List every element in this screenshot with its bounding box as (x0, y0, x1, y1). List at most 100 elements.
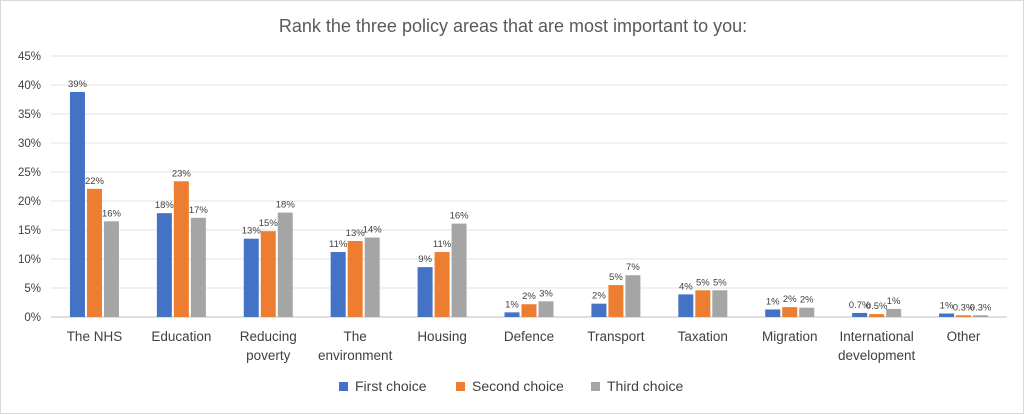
data-label: 2% (592, 291, 606, 302)
bar (347, 241, 363, 317)
y-tick-label: 10% (18, 254, 41, 266)
data-label: 7% (626, 262, 640, 273)
data-label: 5% (696, 277, 710, 288)
data-label: 2% (783, 294, 797, 305)
bar (86, 188, 102, 317)
bar (852, 312, 868, 317)
category-label: development (838, 348, 916, 363)
bar (939, 313, 955, 317)
bars (69, 91, 989, 318)
category-label: Reducing (240, 329, 297, 344)
bar (538, 301, 554, 317)
bar (956, 315, 972, 317)
data-label: 2% (800, 295, 814, 306)
gridlines (51, 55, 1007, 318)
bar (330, 252, 346, 317)
y-axis-ticks: 0% 5% 10% 15% 20% 25% 30% 35% 40% 45% (18, 51, 41, 324)
category-label: International (839, 329, 913, 344)
data-label: 18% (276, 200, 296, 211)
data-label: 0.3% (970, 302, 992, 313)
bar (260, 231, 276, 317)
bar (695, 290, 711, 317)
bar (782, 307, 798, 317)
data-label: 13% (346, 228, 366, 239)
data-label: 15% (259, 218, 279, 229)
legend-label: Third choice (607, 378, 683, 394)
bar (625, 275, 641, 317)
category-label: poverty (246, 348, 291, 363)
legend-label: First choice (355, 378, 427, 394)
bar (869, 314, 885, 317)
bar (608, 285, 624, 317)
bar (765, 309, 781, 317)
data-label: 17% (189, 205, 209, 216)
bar (103, 221, 119, 317)
y-tick-label: 25% (18, 167, 41, 179)
data-label: 23% (172, 168, 192, 179)
data-label: 1% (505, 299, 519, 310)
category-label: Education (151, 329, 211, 344)
y-tick-label: 5% (24, 283, 41, 295)
category-label: The (344, 329, 367, 344)
bar (451, 223, 467, 317)
x-axis-categories: The NHS Education Reducing poverty The enviro… (67, 329, 981, 363)
data-label: 0.5% (866, 301, 888, 312)
data-labels: 39%22%16%18%23%17%13%15%18%11%13%14%9%11… (68, 79, 992, 313)
bar (173, 181, 189, 317)
bar (521, 304, 537, 317)
legend-swatch (456, 382, 465, 391)
data-label: 22% (85, 176, 105, 187)
bar (190, 217, 206, 317)
bar (504, 312, 520, 317)
bar (434, 252, 450, 317)
bar (69, 91, 85, 318)
category-label: Transport (587, 329, 645, 344)
category-label: The NHS (67, 329, 123, 344)
category-label: environment (318, 348, 393, 363)
y-tick-label: 20% (18, 196, 41, 208)
y-tick-label: 45% (18, 51, 41, 63)
bar (243, 238, 259, 317)
data-label: 5% (609, 272, 623, 283)
data-label: 18% (155, 200, 175, 211)
legend-swatch (339, 382, 348, 391)
bar (364, 237, 380, 317)
legend-label: Second choice (472, 378, 564, 394)
data-label: 9% (418, 254, 432, 265)
data-label: 16% (102, 208, 122, 219)
data-label: 39% (68, 79, 88, 90)
category-label: Taxation (678, 329, 728, 344)
category-label: Housing (417, 329, 467, 344)
bar (417, 267, 433, 317)
bar (156, 213, 172, 317)
data-label: 13% (242, 226, 262, 237)
data-label: 5% (713, 277, 727, 288)
y-tick-label: 35% (18, 109, 41, 121)
data-label: 0.7% (849, 300, 871, 311)
data-label: 0.3% (953, 302, 975, 313)
data-label: 14% (363, 225, 383, 236)
y-tick-label: 40% (18, 80, 41, 92)
bar (886, 308, 902, 317)
data-label: 1% (887, 296, 901, 307)
data-label: 11% (433, 239, 452, 250)
category-label: Migration (762, 329, 818, 344)
category-label: Defence (504, 329, 554, 344)
bar (799, 307, 815, 317)
data-label: 16% (450, 211, 470, 222)
data-label: 1% (766, 296, 780, 307)
legend-swatch (591, 382, 600, 391)
bar (591, 303, 607, 317)
y-tick-label: 30% (18, 138, 41, 150)
bar (678, 294, 694, 317)
legend: First choice Second choice Third choice (339, 378, 683, 394)
data-label: 1% (940, 301, 954, 312)
y-tick-label: 15% (18, 225, 41, 237)
category-label: Other (947, 329, 981, 344)
bar (973, 315, 989, 317)
bar (712, 290, 728, 317)
data-label: 4% (679, 281, 693, 292)
data-label: 3% (539, 288, 553, 299)
